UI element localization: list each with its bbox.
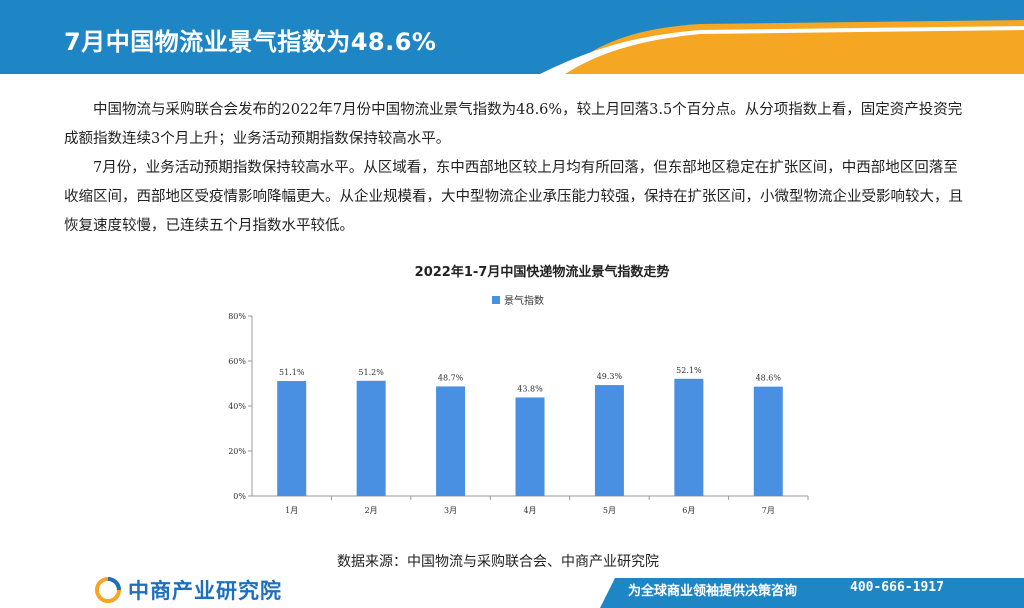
data-label: 48.6% [756, 374, 782, 383]
footer-phone: 400-666-1917 [850, 580, 944, 595]
x-tick-label: 6月 [682, 506, 695, 515]
header-background [0, 0, 1024, 74]
x-tick-label: 5月 [603, 506, 616, 515]
bar-3 [436, 386, 466, 496]
x-tick-label: 1月 [285, 506, 298, 515]
data-label: 43.8% [517, 384, 543, 393]
x-tick-label: 2月 [365, 506, 378, 515]
chart-title: 2022年1-7月中国快递物流业景气指数走势 [415, 264, 670, 280]
x-tick-label: 7月 [762, 506, 775, 515]
y-tick-label: 60% [228, 357, 246, 366]
data-label: 48.7% [438, 373, 464, 382]
data-label: 51.2% [358, 368, 384, 377]
bar-6 [674, 378, 704, 496]
legend-label: 景气指数 [504, 294, 544, 307]
bar-7 [753, 386, 783, 496]
paragraph-1: 中国物流与采购联合会发布的2022年7月份中国物流业景气指数为48.6%，较上月… [64, 102, 963, 147]
y-tick-label: 40% [228, 402, 246, 411]
data-label: 51.1% [279, 368, 305, 377]
page-title: 7月中国物流业景气指数为48.6% [64, 28, 437, 56]
footer-slogan: 为全球商业领袖提供决策咨询 [628, 584, 798, 599]
y-tick-label: 80% [228, 312, 246, 321]
data-label: 49.3% [597, 372, 623, 381]
paragraph-2: 7月份，业务活动预期指数保持较高水平。从区域看，东中西部地区较上月均有所回落，但… [64, 160, 963, 234]
bar-4 [515, 397, 545, 496]
y-tick-label: 20% [228, 447, 246, 456]
brand-logo-icon [95, 577, 121, 603]
y-tick-label: 0% [233, 492, 246, 501]
header-banner: 7月中国物流业景气指数为48.6% [0, 0, 1024, 74]
data-source: 数据来源：中国物流与采购联合会、中商产业研究院 [337, 554, 659, 570]
data-label: 52.1% [676, 366, 702, 375]
x-tick-label: 4月 [523, 506, 536, 515]
footer-bar [0, 572, 1024, 608]
x-tick-label: 3月 [444, 506, 457, 515]
bar-5 [594, 385, 624, 496]
brand-name: 中商产业研究院 [128, 579, 282, 603]
bar-2 [356, 380, 386, 496]
bar-1 [277, 381, 307, 496]
legend-swatch [492, 296, 500, 304]
